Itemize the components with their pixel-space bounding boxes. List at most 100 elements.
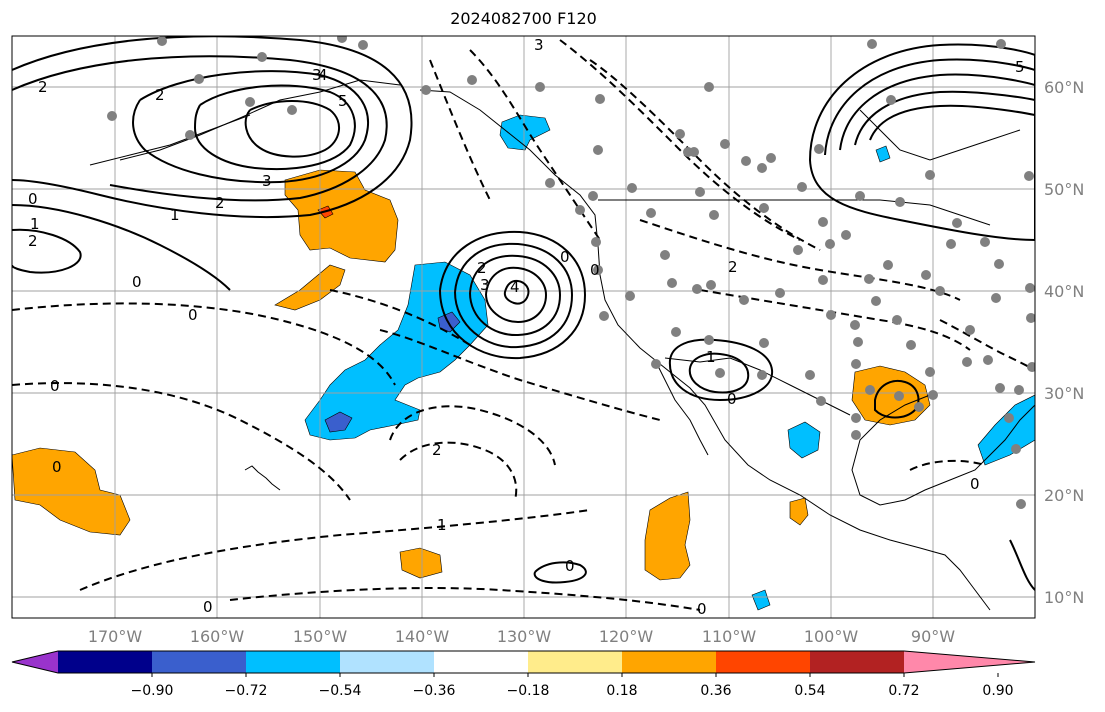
contour-label: 2 <box>215 194 225 212</box>
dashed-contour-8 <box>559 39 801 241</box>
contour-label: 0 <box>203 598 213 616</box>
colorbar-tick-label: 0.36 <box>700 683 731 699</box>
colorbar-swatch <box>716 651 811 673</box>
colorbar-swatch <box>58 651 153 673</box>
dashed-contour-16 <box>329 289 471 346</box>
colorbar-tick-label: −0.72 <box>225 683 268 699</box>
latitude-label: 20°N <box>1044 486 1084 505</box>
dashed-contour-1 <box>12 302 396 386</box>
contour-pacific-high-4 <box>485 266 548 324</box>
orange-region-mexico-small <box>789 497 809 526</box>
contour-label: 3 <box>534 36 544 54</box>
contour-label: 1 <box>706 348 716 366</box>
aleutians <box>89 114 251 166</box>
baja <box>654 359 709 456</box>
contour-west-zero-2 <box>12 204 231 291</box>
contour-label: 4 <box>318 66 328 84</box>
longitude-label: 110°W <box>702 627 757 646</box>
contour-label: 0 <box>132 273 142 291</box>
colorbar-tick-label: 0.72 <box>888 683 919 699</box>
contour-label: 0 <box>565 557 575 575</box>
contour-alaska-low-4 <box>193 84 356 171</box>
colorbar: −0.90 −0.72 −0.54 −0.36 −0.18 0.18 0.36 0.54 0.7… <box>11 650 1036 699</box>
contour-label: 3 <box>312 66 322 84</box>
contour-pacific-high-outer <box>439 230 587 360</box>
latitude-label: 10°N <box>1044 588 1084 607</box>
royalblue-region-2 <box>324 411 353 433</box>
orange-region-hawaii-west <box>12 447 131 536</box>
colorbar-extension-low <box>12 651 58 673</box>
latitude-label: 50°N <box>1044 180 1084 199</box>
latitude-label: 30°N <box>1044 384 1084 403</box>
contour-zero-south <box>533 561 587 584</box>
contour-label-group: 2 2 3 1 2 0 1 2 3 4 5 0 0 0 0 2 1 0 0 2 … <box>28 36 1025 618</box>
latitude-label: 60°N <box>1044 78 1084 97</box>
dashed-contour-5 <box>389 405 556 466</box>
station-dots <box>107 36 1035 509</box>
contour-alaska-low-outer <box>12 36 413 219</box>
contour-label: 0 <box>28 190 38 208</box>
blue-region-mexico-small <box>787 421 821 459</box>
alaska-coast <box>119 79 401 161</box>
dashed-contour-11 <box>639 219 961 301</box>
contour-label: 2 <box>28 232 38 250</box>
contour-label: 2 <box>432 441 442 459</box>
latitude-label: 40°N <box>1044 282 1084 301</box>
longitude-label: 90°W <box>911 627 955 646</box>
orange-region-baja-south <box>644 491 691 581</box>
longitude-label: 170°W <box>88 627 143 646</box>
contour-label: 0 <box>590 261 600 279</box>
map-title: 2024082700 F120 <box>450 9 597 28</box>
contour-alaska-low-2 <box>12 55 388 202</box>
contour-label: 1 <box>170 206 180 224</box>
contour-mexico-high-inner <box>688 352 750 394</box>
hudson-bay <box>859 109 1021 161</box>
colorbar-tick-label: −0.36 <box>413 683 456 699</box>
orange-region-pacific-south <box>399 547 443 579</box>
colorbar-swatch <box>622 651 717 673</box>
contour-label: 4 <box>510 278 520 296</box>
colorbar-tick-label: 0.18 <box>606 683 637 699</box>
contour-label: 0 <box>50 377 60 395</box>
dashed-contour-2 <box>12 382 351 501</box>
colorbar-swatch <box>340 651 435 673</box>
dashed-contour-13 <box>939 319 1035 371</box>
blue-region-hudson <box>875 145 891 163</box>
latitude-labels: 60°N 50°N 40°N 30°N 20°N 10°N <box>1044 78 1084 607</box>
contour-label: 2 <box>728 258 738 276</box>
dashed-contour-10 <box>429 59 491 201</box>
blue-region-tiny-south <box>751 589 771 611</box>
colorbar-extension-high <box>904 651 1035 673</box>
dashed-contour-12 <box>699 289 971 351</box>
longitude-label: 150°W <box>293 627 348 646</box>
hawaii <box>244 465 281 491</box>
contour-label: 0 <box>697 600 707 618</box>
contour-texas-high <box>874 380 920 419</box>
contour-se-zero <box>1009 539 1035 591</box>
contour-pacific-high-5 <box>503 279 530 305</box>
royalblue-region-1 <box>437 311 461 333</box>
contour-label: 0 <box>560 248 570 266</box>
contour-label: 0 <box>52 458 62 476</box>
blue-region-bc-coast <box>499 114 551 151</box>
colorbar-swatch <box>246 651 341 673</box>
orange-region-small-north-pacific <box>274 264 346 311</box>
contour-label: 3 <box>480 276 490 294</box>
dashed-contour-4 <box>229 587 701 611</box>
contour-mexico-high <box>668 338 774 402</box>
contour-east-high-3 <box>839 73 1035 151</box>
longitude-label: 120°W <box>599 627 654 646</box>
dashed-contour-14 <box>909 459 986 471</box>
contour-pacific-high-3 <box>469 254 562 337</box>
map-frame <box>11 35 1036 619</box>
contour-label: 0 <box>727 390 737 408</box>
colorbar-tick-label: −0.54 <box>319 683 362 699</box>
longitude-label: 100°W <box>804 627 859 646</box>
contour-east-high-outer <box>809 43 1035 242</box>
colorbar-tick-label: −0.18 <box>507 683 550 699</box>
colorbar-tick-label: 0.54 <box>794 683 825 699</box>
colorbar-swatch <box>434 651 529 673</box>
colorbar-swatch <box>528 651 623 673</box>
contour-label: 2 <box>38 78 48 96</box>
colorbar-tick-label: −0.90 <box>131 683 174 699</box>
